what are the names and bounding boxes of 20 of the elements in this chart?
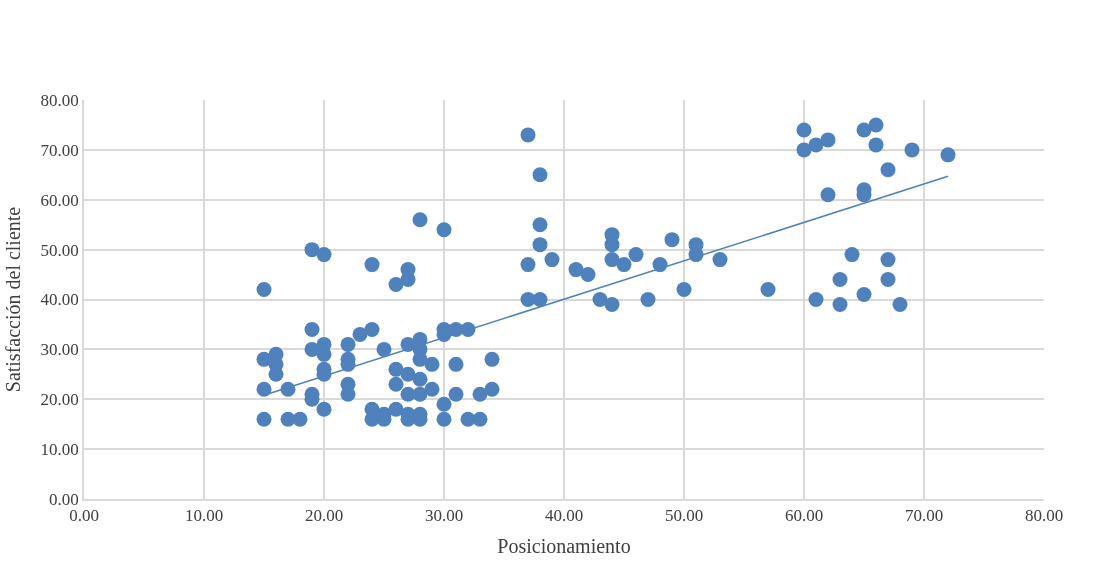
x-tick-label: 20.00 xyxy=(304,506,344,526)
y-tick-label: 80.00 xyxy=(40,90,79,110)
x-tick-label: 40.00 xyxy=(544,506,584,526)
x-tick-label: 10.00 xyxy=(184,506,224,526)
x-tick-label: 0.00 xyxy=(69,506,99,526)
y-axis-title: Satisfacción del cliente xyxy=(1,206,24,393)
y-tick-label: 0.00 xyxy=(49,489,79,509)
y-tick-label: 30.00 xyxy=(40,340,79,360)
y-tick-label: 50.00 xyxy=(40,240,79,260)
y-tick-label: 70.00 xyxy=(40,140,79,160)
y-tick-label: 40.00 xyxy=(40,290,79,310)
x-tick-label: 70.00 xyxy=(904,506,944,526)
x-tick-label: 60.00 xyxy=(784,506,824,526)
x-tick-label: 30.00 xyxy=(424,506,464,526)
y-tick-label: 10.00 xyxy=(40,440,79,460)
x-tick-label: 80.00 xyxy=(1024,506,1064,526)
y-tick-label: 60.00 xyxy=(40,190,79,210)
x-axis-title: Posicionamiento xyxy=(497,535,631,558)
x-tick-label: 50.00 xyxy=(664,506,704,526)
y-tick-label: 20.00 xyxy=(40,390,79,410)
